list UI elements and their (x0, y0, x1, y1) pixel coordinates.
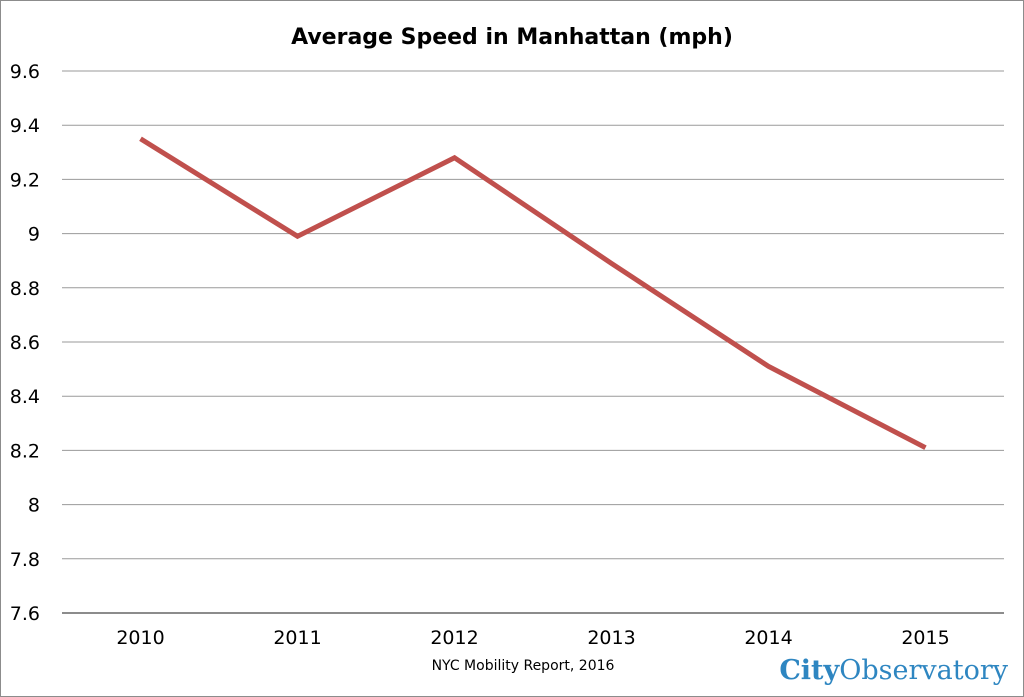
source-note: NYC Mobility Report, 2016 (432, 658, 615, 674)
y-tick-label: 9.2 (10, 169, 40, 191)
y-tick-label: 8.8 (10, 278, 40, 300)
x-tick-label: 2012 (430, 627, 478, 649)
gridlines (62, 70, 1004, 614)
y-tick-label: 9.6 (10, 61, 40, 83)
x-tick-label: 2010 (116, 627, 164, 649)
brand-observatory-text: Observatory (839, 655, 1009, 686)
series-group (139, 136, 927, 450)
y-tick-label: 7.8 (10, 549, 40, 571)
chart-title: Average Speed in Manhattan (mph) (291, 25, 733, 50)
x-tick-label: 2013 (587, 627, 635, 649)
brand-logo: CityObservatory (779, 655, 1008, 686)
x-axis-ticks: 2010 2011 2012 2013 2014 2015 (116, 627, 949, 649)
y-tick-label: 7.6 (10, 603, 40, 625)
x-tick-label: 2011 (273, 627, 321, 649)
y-axis-ticks: 7.6 7.8 8 8.2 8.4 8.6 8.8 9 9.2 9.4 9.6 (10, 61, 40, 625)
y-tick-label: 8.2 (10, 440, 40, 462)
y-tick-label: 9 (28, 224, 40, 246)
series-line (139, 136, 927, 450)
x-tick-label: 2015 (901, 627, 949, 649)
y-tick-label: 8.6 (10, 332, 40, 354)
y-tick-label: 8.4 (10, 386, 40, 408)
y-tick-label: 9.4 (10, 115, 40, 137)
brand-city-text: City (779, 655, 840, 686)
y-tick-label: 8 (28, 495, 40, 517)
x-tick-label: 2014 (744, 627, 792, 649)
